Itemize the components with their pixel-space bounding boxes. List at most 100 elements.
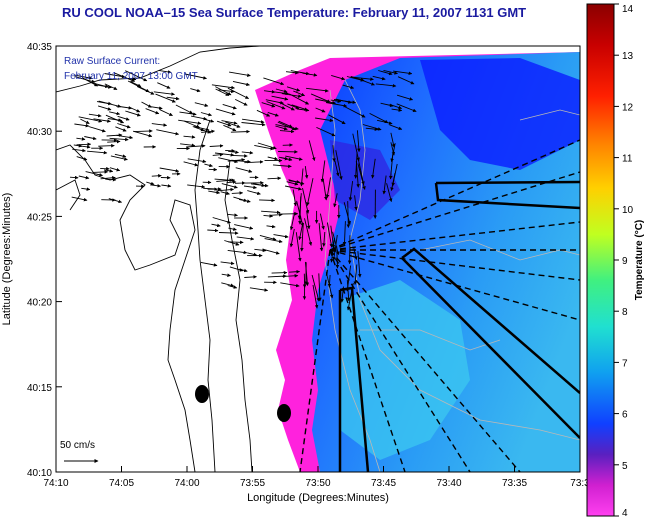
- x-tick-label: 73:50: [305, 478, 330, 489]
- current-vector: [254, 144, 275, 151]
- x-tick-label: 73:55: [240, 478, 265, 489]
- current-vector: [218, 157, 239, 164]
- current-vector: [332, 145, 336, 162]
- current-vector: [331, 74, 346, 81]
- current-vector: [325, 272, 334, 299]
- current-vector: [107, 139, 121, 144]
- current-vector: [211, 223, 221, 228]
- current-vector: [157, 82, 171, 89]
- current-vector: [330, 99, 342, 103]
- current-vector: [215, 108, 236, 116]
- current-vector: [233, 196, 248, 202]
- current-vector: [335, 98, 352, 104]
- current-vector: [84, 136, 97, 141]
- current-vector: [158, 69, 172, 74]
- current-vector: [357, 163, 366, 190]
- current-vector: [104, 169, 114, 173]
- current-vector: [285, 155, 303, 161]
- current-vector: [346, 201, 351, 228]
- current-vector: [281, 157, 293, 162]
- current-vector: [315, 98, 336, 105]
- current-vector: [369, 112, 389, 124]
- station-marker: [195, 385, 209, 403]
- current-vector: [390, 142, 396, 156]
- current-vector: [76, 142, 92, 147]
- current-vector: [149, 106, 163, 110]
- current-vector: [342, 221, 347, 246]
- current-vector: [315, 117, 334, 123]
- scale-label: 50 cm/s: [60, 440, 95, 451]
- current-vector: [334, 160, 340, 177]
- current-vector: [146, 181, 155, 186]
- current-vector: [80, 118, 90, 125]
- current-vector: [87, 150, 108, 155]
- current-vector: [249, 287, 269, 292]
- current-vector: [166, 96, 180, 101]
- current-vector: [356, 130, 361, 153]
- current-vector: [354, 195, 358, 211]
- current-vector: [345, 265, 352, 292]
- current-vector: [287, 103, 300, 109]
- current-vector: [325, 177, 331, 199]
- current-vector: [389, 103, 403, 110]
- current-vector: [117, 115, 130, 121]
- x-axis: 74:10 74:05 74:00 73:55 73:50 73:45 73:40 73:35…: [43, 466, 590, 489]
- current-vector: [346, 282, 354, 311]
- current-vector: [296, 108, 310, 112]
- current-vector: [98, 143, 115, 148]
- current-vector: [390, 132, 396, 148]
- current-vector: [311, 274, 320, 302]
- y-tick-label: 40:25: [27, 212, 52, 223]
- current-vector: [179, 111, 197, 116]
- current-vector: [330, 225, 336, 249]
- colorbar-label: Temperature (°C): [634, 220, 645, 301]
- current-vector: [256, 109, 271, 117]
- current-vector: [267, 111, 279, 117]
- current-vector: [292, 189, 297, 207]
- current-vector: [242, 118, 265, 124]
- x-axis-label: Longitude (Degrees:Minutes): [247, 492, 389, 504]
- current-vector: [264, 238, 283, 244]
- current-vector: [231, 154, 248, 158]
- y-axis: 40:35 40:30 40:25 40:20 40:15 40:10: [27, 42, 62, 479]
- current-vector: [278, 120, 293, 128]
- current-vector: [325, 102, 348, 108]
- current-vector: [332, 231, 340, 256]
- current-vector: [110, 155, 128, 161]
- current-vector: [247, 190, 261, 196]
- current-vector: [259, 234, 277, 241]
- current-vector: [319, 213, 325, 230]
- y-tick-label: 40:30: [27, 127, 52, 138]
- current-vector: [85, 171, 103, 177]
- current-vector: [231, 191, 244, 195]
- current-vector: [289, 269, 301, 274]
- current-vector: [187, 158, 207, 164]
- current-vector: [279, 129, 295, 134]
- colorbar-tick-label: 11: [622, 154, 633, 165]
- current-vector: [227, 213, 238, 217]
- current-vector: [183, 161, 199, 167]
- current-vector: [335, 150, 343, 180]
- current-vector: [216, 120, 232, 127]
- current-vector: [241, 150, 254, 155]
- current-vector: [109, 111, 121, 116]
- y-tick-label: 40:35: [27, 42, 52, 53]
- current-vector: [288, 180, 301, 184]
- current-vector: [73, 143, 83, 148]
- radial-lines: [299, 139, 580, 472]
- current-vector: [133, 129, 153, 133]
- current-vector: [221, 183, 238, 189]
- current-vector: [180, 143, 196, 148]
- current-vector: [320, 160, 326, 183]
- current-vector: [91, 82, 109, 88]
- current-vector: [265, 99, 284, 105]
- current-vector: [88, 113, 102, 118]
- current-vector: [236, 236, 255, 241]
- current-vector: [348, 181, 354, 201]
- current-vector: [332, 234, 338, 261]
- colorbar-tick-label: 8: [622, 307, 628, 318]
- current-vector: [274, 91, 290, 96]
- current-vector: [125, 110, 141, 117]
- current-vector: [105, 177, 117, 182]
